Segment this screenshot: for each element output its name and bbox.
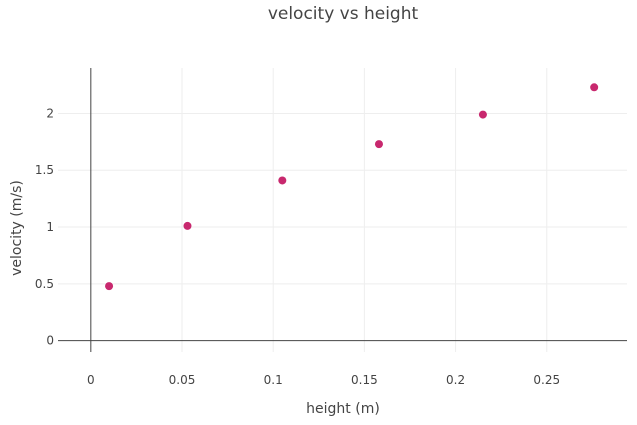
tick-labels: 0 0.05 0.1 0.15 0.2 0.25 0 0.5 1 1.5 2 bbox=[35, 106, 560, 387]
x-axis-label: height (m) bbox=[306, 401, 380, 417]
x-tick-label: 0 bbox=[87, 373, 95, 387]
y-tick-label: 0 bbox=[46, 334, 54, 348]
data-point[interactable] bbox=[590, 83, 599, 92]
data-point[interactable] bbox=[183, 221, 192, 230]
y-tick-label: 1 bbox=[46, 220, 54, 234]
x-tick-label: 0.25 bbox=[533, 373, 560, 387]
grid-layer bbox=[58, 68, 627, 352]
y-tick-label: 1.5 bbox=[35, 163, 54, 177]
data-points bbox=[105, 83, 599, 291]
y-tick-label: 2 bbox=[46, 106, 54, 120]
x-tick-label: 0.1 bbox=[264, 373, 283, 387]
chart-title: velocity vs height bbox=[268, 4, 419, 24]
x-tick-label: 0.2 bbox=[446, 373, 465, 387]
axes-layer bbox=[58, 68, 627, 352]
data-point[interactable] bbox=[478, 110, 487, 119]
data-point[interactable] bbox=[374, 140, 383, 149]
y-tick-label: 0.5 bbox=[35, 277, 54, 291]
data-point[interactable] bbox=[105, 282, 114, 291]
y-axis-label: velocity (m/s) bbox=[9, 180, 25, 276]
x-tick-label: 0.15 bbox=[351, 373, 378, 387]
data-point[interactable] bbox=[278, 176, 287, 185]
x-tick-label: 0.05 bbox=[169, 373, 196, 387]
